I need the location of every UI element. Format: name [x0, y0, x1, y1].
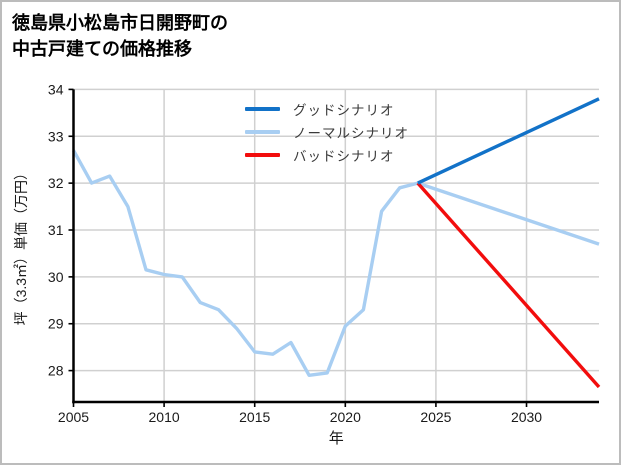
- bad-scenario-line-swatch: [245, 152, 280, 157]
- x-tick-label: 2015: [239, 409, 270, 425]
- y-tick-label: 29: [48, 316, 64, 332]
- good-scenario-line-swatch: [245, 106, 280, 111]
- y-tick-label: 34: [48, 81, 64, 97]
- x-tick-label: 2010: [149, 409, 180, 425]
- legend-label-bad: バッドシナリオ: [293, 148, 395, 164]
- series-line-price_history: [72, 149, 419, 377]
- y-tick-label: 31: [48, 222, 64, 238]
- x-tick-label: 2020: [330, 409, 361, 425]
- legend-label-normal: ノーマルシナリオ: [293, 125, 409, 141]
- x-tick-label: 2030: [511, 409, 542, 425]
- chart-title-line2: 中古戸建ての価格推移: [12, 39, 192, 59]
- legend-item-normal: ノーマルシナリオ: [245, 120, 409, 143]
- chart-title-line1: 徳島県小松島市日開野町の: [12, 13, 228, 33]
- y-axis-label: 坪（3.3㎡）単価（万円）: [13, 166, 29, 325]
- x-tick-label: 2025: [420, 409, 451, 425]
- chart-title: 徳島県小松島市日開野町の 中古戸建ての価格推移: [12, 10, 228, 62]
- y-tick-label: 30: [48, 269, 64, 285]
- legend-label-good: グッドシナリオ: [293, 102, 395, 118]
- legend-item-good: グッドシナリオ: [245, 97, 409, 120]
- y-tick-label: 28: [48, 363, 64, 379]
- chart-legend: グッドシナリオ ノーマルシナリオ バッドシナリオ: [245, 97, 409, 166]
- series-line-ノーマルシナリオ: [417, 181, 600, 246]
- y-tick-label: 33: [48, 128, 64, 144]
- normal-scenario-line-swatch: [245, 129, 280, 134]
- series-line-バッドシナリオ: [416, 181, 601, 389]
- x-axis-label: 年: [329, 430, 344, 447]
- x-tick-label: 2005: [58, 409, 89, 425]
- legend-item-bad: バッドシナリオ: [245, 143, 409, 166]
- series-line-グッドシナリオ: [417, 97, 600, 185]
- y-tick-label: 32: [48, 175, 64, 191]
